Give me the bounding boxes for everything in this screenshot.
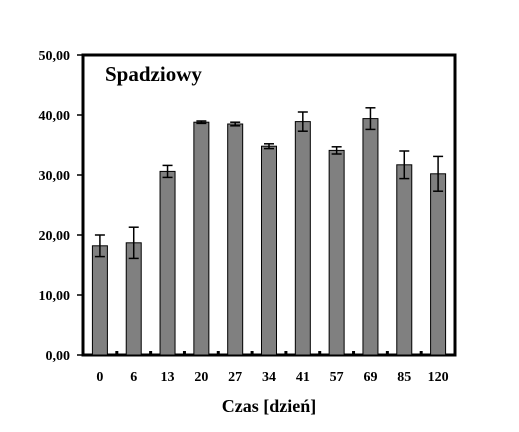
x-tick-label: 6 xyxy=(130,370,137,385)
y-tick-label: 30,00 xyxy=(39,169,71,184)
y-tick-label: 50,00 xyxy=(39,49,71,64)
bar xyxy=(159,170,176,356)
x-tick-label: 57 xyxy=(330,370,344,385)
x-tick-label: 69 xyxy=(363,370,377,385)
y-tick-label: 10,00 xyxy=(39,289,71,304)
bar xyxy=(294,121,311,356)
x-tick-label: 120 xyxy=(428,370,449,385)
x-tick-label: 0 xyxy=(96,370,103,385)
x-axis-ticks: 0 6 13 20 27 34 41 57 69 85 120 xyxy=(96,351,449,385)
y-tick-label: 0,00 xyxy=(46,349,71,364)
x-tick-label: 34 xyxy=(262,370,276,385)
bar xyxy=(430,173,447,356)
bar xyxy=(193,121,210,356)
bar xyxy=(125,242,142,356)
x-tick-label: 13 xyxy=(161,370,175,385)
y-axis-ticks: 0,00 10,00 20,00 30,00 40,00 50,00 xyxy=(39,49,83,364)
chart-title: Spadziowy xyxy=(105,62,202,86)
y-tick-label: 40,00 xyxy=(39,109,71,124)
y-tick-label: 20,00 xyxy=(39,229,71,244)
x-tick-label: 27 xyxy=(228,370,242,385)
bar xyxy=(91,245,108,356)
bar xyxy=(396,164,413,356)
bars-group xyxy=(91,118,447,356)
x-tick-label: 41 xyxy=(296,370,310,385)
bar xyxy=(362,118,379,356)
x-tick-label: 85 xyxy=(397,370,411,385)
x-axis-title: Czas [dzień] xyxy=(222,396,316,416)
bar xyxy=(328,149,345,356)
x-tick-label: 20 xyxy=(194,370,208,385)
error-bars-group xyxy=(94,107,444,260)
bar xyxy=(227,123,244,356)
bar xyxy=(261,145,277,356)
